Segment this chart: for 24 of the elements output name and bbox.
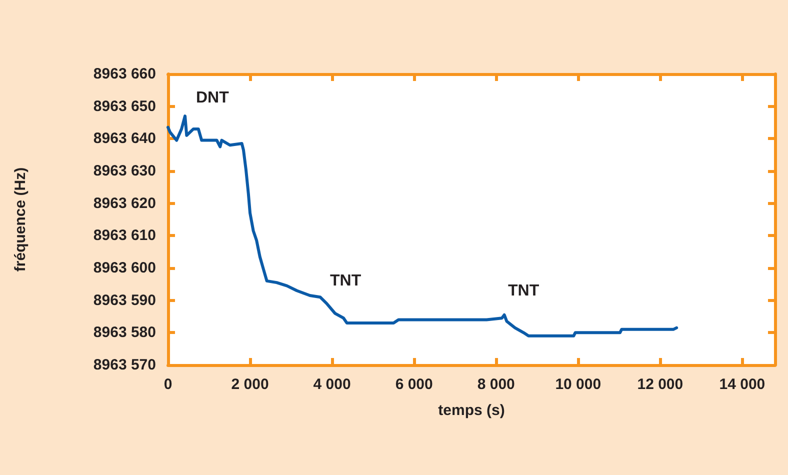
x-tick-label: 0 bbox=[164, 376, 172, 393]
annotation: TNT bbox=[330, 272, 362, 290]
y-tick-label: 8963 640 bbox=[93, 130, 156, 148]
y-tick-label: 8963 620 bbox=[93, 194, 156, 212]
y-tick-label: 8963 580 bbox=[93, 324, 156, 342]
y-tick-label: 8963 590 bbox=[93, 292, 156, 309]
annotation: DNT bbox=[196, 90, 230, 106]
y-axis-title: fréquence (Hz) bbox=[12, 167, 29, 272]
annotation: TNT bbox=[508, 282, 540, 300]
y-tick-label: 8963 660 bbox=[93, 66, 156, 82]
y-tick-label: 8963 650 bbox=[93, 98, 156, 115]
y-tick-label: 8963 600 bbox=[93, 260, 156, 276]
x-tick-label: 4 000 bbox=[313, 376, 351, 393]
line-series bbox=[166, 114, 678, 338]
x-tick-label: 10 000 bbox=[555, 376, 602, 393]
x-tick-label: 6 000 bbox=[395, 376, 433, 393]
x-tick-label: 14 000 bbox=[719, 376, 766, 393]
x-tick-label: 2 000 bbox=[231, 376, 269, 393]
y-tick-label: 8963 610 bbox=[93, 227, 156, 244]
x-axis-title: temps (s) bbox=[438, 402, 505, 419]
x-tick-label: 12 000 bbox=[637, 376, 684, 393]
x-tick-label: 8 000 bbox=[477, 376, 515, 393]
y-tick-label: 8963 570 bbox=[93, 356, 156, 374]
y-tick-label: 8963 630 bbox=[93, 162, 156, 180]
